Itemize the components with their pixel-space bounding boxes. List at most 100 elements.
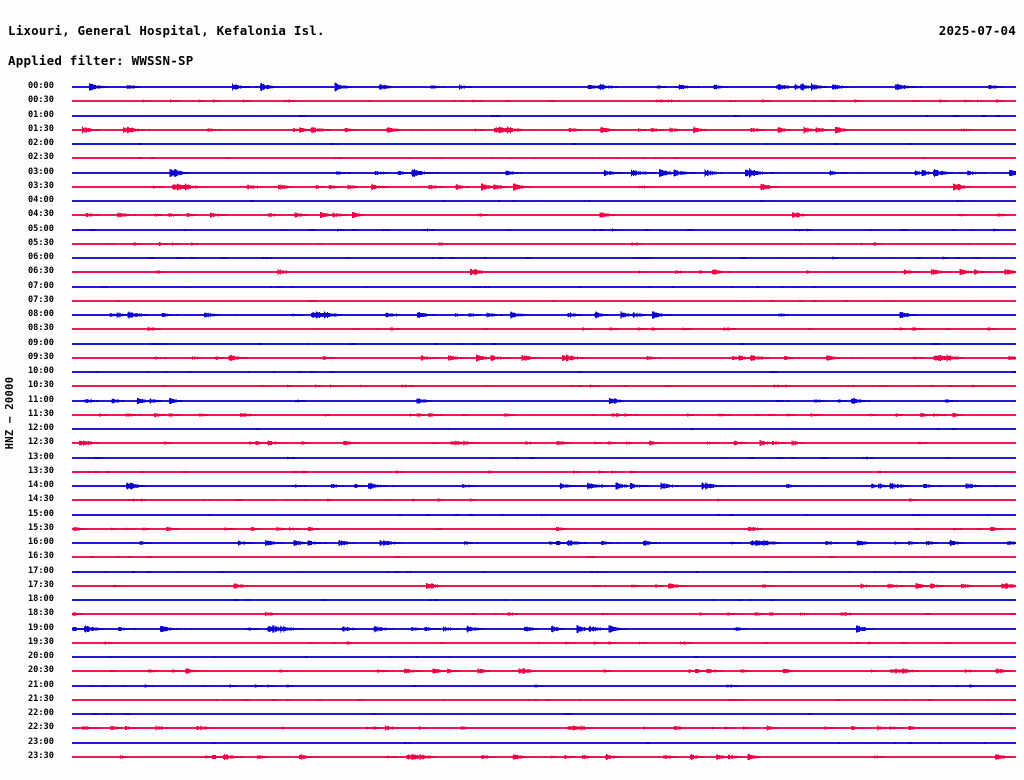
time-label: 06:30 — [28, 266, 54, 277]
trace-row: 09:00 — [0, 337, 1024, 351]
trace-row: 07:30 — [0, 294, 1024, 308]
trace-row: 23:00 — [0, 736, 1024, 750]
waveform-trace — [72, 408, 1016, 422]
trace-row: 13:00 — [0, 451, 1024, 465]
trace-row: 18:00 — [0, 593, 1024, 607]
time-label: 08:30 — [28, 323, 54, 334]
time-label: 21:00 — [28, 679, 54, 690]
time-label: 20:00 — [28, 651, 54, 661]
time-label: 15:00 — [28, 508, 54, 519]
trace-row: 15:30 — [0, 522, 1024, 536]
time-label: 09:00 — [28, 337, 54, 348]
waveform-trace — [72, 94, 1016, 108]
trace-row: 01:00 — [0, 109, 1024, 123]
trace-row: 15:00 — [0, 508, 1024, 522]
time-label: 08:00 — [28, 309, 54, 319]
time-label: 22:30 — [28, 722, 54, 733]
time-label: 10:30 — [28, 380, 54, 391]
time-label: 19:00 — [28, 622, 54, 633]
time-label: 01:30 — [28, 123, 54, 134]
time-label: 22:00 — [28, 708, 54, 718]
time-label: 16:00 — [28, 537, 54, 547]
trace-row: 16:30 — [0, 550, 1024, 564]
time-label: 05:00 — [28, 223, 54, 234]
trace-row: 08:00 — [0, 308, 1024, 322]
waveform-trace — [72, 579, 1016, 593]
time-label: 09:30 — [28, 351, 54, 362]
trace-row: 22:00 — [0, 707, 1024, 721]
time-label: 17:30 — [28, 579, 54, 590]
waveform-trace — [72, 351, 1016, 365]
waveform-trace — [72, 607, 1016, 621]
trace-row: 06:00 — [0, 251, 1024, 265]
trace-row: 00:30 — [0, 94, 1024, 108]
waveform-trace — [72, 80, 1016, 94]
trace-row: 23:30 — [0, 750, 1024, 764]
waveform-trace — [72, 508, 1016, 522]
trace-row: 21:00 — [0, 679, 1024, 693]
trace-row: 05:30 — [0, 237, 1024, 251]
time-label: 17:00 — [28, 565, 54, 576]
time-label: 13:00 — [28, 451, 54, 462]
time-label: 15:30 — [28, 522, 54, 533]
waveform-trace — [72, 451, 1016, 465]
time-label: 11:00 — [28, 394, 54, 405]
time-label: 03:30 — [28, 180, 54, 191]
trace-row: 06:30 — [0, 265, 1024, 279]
time-label: 02:00 — [28, 138, 54, 148]
trace-row: 08:30 — [0, 322, 1024, 336]
waveform-trace — [72, 536, 1016, 550]
time-label: 04:00 — [28, 195, 54, 205]
waveform-trace — [72, 664, 1016, 678]
trace-row: 17:30 — [0, 579, 1024, 593]
waveform-trace — [72, 394, 1016, 408]
time-label: 11:30 — [28, 408, 54, 419]
waveform-trace — [72, 707, 1016, 721]
trace-row: 02:30 — [0, 151, 1024, 165]
time-label: 01:00 — [28, 109, 54, 120]
helicorder-plot: 00:00 00:30 01:00 01:30 02:00 02:30 03:00 03:30… — [0, 80, 1024, 772]
trace-row: 10:00 — [0, 365, 1024, 379]
time-label: 13:30 — [28, 465, 54, 476]
waveform-trace — [72, 679, 1016, 693]
time-label: 02:30 — [28, 152, 54, 163]
waveform-trace — [72, 479, 1016, 493]
waveform-trace — [72, 493, 1016, 507]
waveform-trace — [72, 109, 1016, 123]
waveform-trace — [72, 251, 1016, 265]
trace-row: 19:00 — [0, 622, 1024, 636]
waveform-trace — [72, 294, 1016, 308]
waveform-trace — [72, 522, 1016, 536]
waveform-trace — [72, 636, 1016, 650]
waveform-trace — [72, 194, 1016, 208]
waveform-trace — [72, 180, 1016, 194]
trace-row: 12:30 — [0, 436, 1024, 450]
waveform-trace — [72, 280, 1016, 294]
trace-row: 16:00 — [0, 536, 1024, 550]
waveform-trace — [72, 593, 1016, 607]
trace-row: 13:30 — [0, 465, 1024, 479]
waveform-trace — [72, 736, 1016, 750]
waveform-trace — [72, 365, 1016, 379]
waveform-trace — [72, 137, 1016, 151]
waveform-trace — [72, 565, 1016, 579]
time-label: 14:00 — [28, 480, 54, 490]
record-date: 2025-07-04 — [938, 23, 1016, 38]
trace-row: 04:00 — [0, 194, 1024, 208]
waveform-trace — [72, 151, 1016, 165]
waveform-trace — [72, 265, 1016, 279]
waveform-trace — [72, 622, 1016, 636]
trace-row: 20:00 — [0, 650, 1024, 664]
trace-row: 07:00 — [0, 280, 1024, 294]
time-label: 18:30 — [28, 608, 54, 619]
time-label: 05:30 — [28, 237, 54, 248]
time-label: 18:00 — [28, 594, 54, 604]
time-label: 00:30 — [28, 95, 54, 106]
trace-row: 11:00 — [0, 394, 1024, 408]
trace-row: 21:30 — [0, 693, 1024, 707]
trace-row: 11:30 — [0, 408, 1024, 422]
waveform-trace — [72, 223, 1016, 237]
time-label: 12:00 — [28, 423, 54, 433]
waveform-trace — [72, 123, 1016, 137]
time-label: 03:00 — [28, 166, 54, 177]
